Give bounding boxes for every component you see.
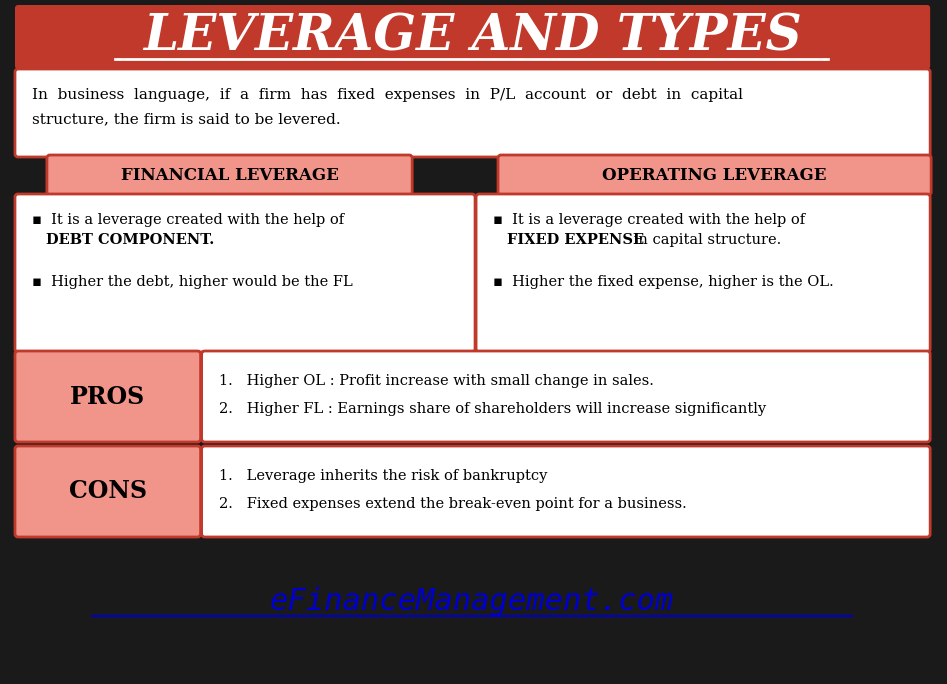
Text: ▪  Higher the fixed expense, higher is the OL.: ▪ Higher the fixed expense, higher is th… xyxy=(493,275,833,289)
FancyBboxPatch shape xyxy=(15,69,930,157)
Text: FIXED EXPENSE: FIXED EXPENSE xyxy=(507,233,644,247)
FancyBboxPatch shape xyxy=(15,5,930,69)
Text: 2.   Higher FL : Earnings share of shareholders will increase significantly: 2. Higher FL : Earnings share of shareho… xyxy=(219,402,766,416)
Text: ▪  It is a leverage created with the help of: ▪ It is a leverage created with the help… xyxy=(493,213,805,227)
Text: ▪  Higher the debt, higher would be the FL: ▪ Higher the debt, higher would be the F… xyxy=(32,275,352,289)
Text: 1.   Higher OL : Profit increase with small change in sales.: 1. Higher OL : Profit increase with smal… xyxy=(219,374,653,388)
FancyBboxPatch shape xyxy=(202,351,930,442)
FancyBboxPatch shape xyxy=(476,194,930,352)
FancyBboxPatch shape xyxy=(202,446,930,537)
Text: in capital structure.: in capital structure. xyxy=(629,233,781,247)
FancyBboxPatch shape xyxy=(15,194,475,352)
Text: PROS: PROS xyxy=(70,384,145,408)
Text: ▪  It is a leverage created with the help of: ▪ It is a leverage created with the help… xyxy=(32,213,344,227)
FancyBboxPatch shape xyxy=(498,155,931,195)
FancyBboxPatch shape xyxy=(47,155,412,195)
Text: eFinanceManagement.com: eFinanceManagement.com xyxy=(270,588,674,616)
Text: OPERATING LEVERAGE: OPERATING LEVERAGE xyxy=(602,166,827,183)
Text: In  business  language,  if  a  firm  has  fixed  expenses  in  P/L  account  or: In business language, if a firm has fixe… xyxy=(32,88,743,102)
Text: FINANCIAL LEVERAGE: FINANCIAL LEVERAGE xyxy=(120,166,338,183)
Text: structure, the firm is said to be levered.: structure, the firm is said to be levere… xyxy=(32,112,341,126)
Text: DEBT COMPONENT.: DEBT COMPONENT. xyxy=(45,233,214,247)
Text: 1.   Leverage inherits the risk of bankruptcy: 1. Leverage inherits the risk of bankrup… xyxy=(219,469,547,483)
FancyBboxPatch shape xyxy=(15,446,201,537)
Text: 2.   Fixed expenses extend the break-even point for a business.: 2. Fixed expenses extend the break-even … xyxy=(219,497,687,511)
FancyBboxPatch shape xyxy=(15,351,201,442)
Text: LEVERAGE AND TYPES: LEVERAGE AND TYPES xyxy=(143,12,802,62)
Text: CONS: CONS xyxy=(69,479,147,503)
